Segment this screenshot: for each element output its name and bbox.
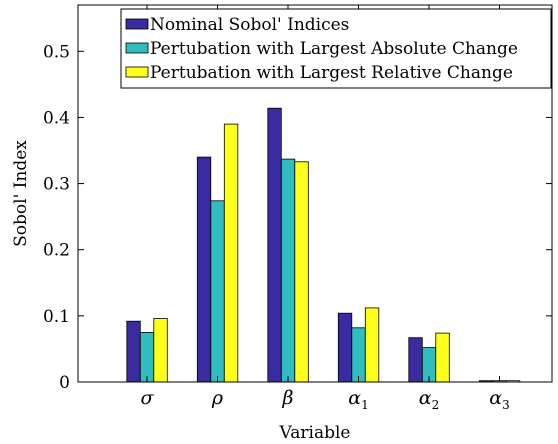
- y-tick-label: 0.5: [43, 42, 70, 62]
- x-tick-label: β: [282, 387, 294, 409]
- bar-1-4: [337, 312, 353, 383]
- bar-2-1: [139, 331, 155, 383]
- x-tick-label: α2: [419, 387, 439, 412]
- ticks-group: 0 0.1 0.2 0.3 0.4 0.5: [43, 5, 552, 393]
- x-tick-label: α3: [489, 387, 509, 412]
- bars-group: [126, 107, 521, 383]
- legend-label: Nominal Sobol' Indices: [150, 15, 349, 35]
- y-tick-label: 0.1: [43, 307, 70, 327]
- bar-1-5: [408, 337, 423, 383]
- legend-label: Pertubation with Largest Relative Change: [150, 63, 513, 83]
- bar-1-3: [267, 107, 282, 383]
- bar-3-3: [294, 161, 309, 383]
- legend-swatch: [125, 42, 149, 54]
- category-labels: σ ρ β α1 α2 α3: [141, 387, 510, 412]
- y-tick-label: 0.3: [43, 175, 70, 195]
- axes-box: [77, 4, 553, 383]
- bar-1-2: [196, 156, 212, 383]
- legend: Nominal Sobol' Indices Pertubation with L…: [120, 8, 552, 89]
- bar-1-1: [126, 320, 141, 383]
- bar-3-1: [153, 318, 168, 383]
- legend-swatch: [125, 18, 149, 30]
- bar-3-5: [435, 332, 450, 383]
- legend-label: Pertubation with Largest Absolute Change: [150, 39, 518, 59]
- legend-box: [120, 8, 552, 89]
- x-tick-label: ρ: [211, 387, 224, 409]
- y-tick-label: 0: [59, 373, 70, 393]
- bar-2-4: [351, 327, 366, 383]
- x-tick-label: α1: [348, 387, 368, 412]
- legend-swatch: [125, 66, 149, 78]
- y-tick-label: 0.4: [43, 108, 70, 128]
- y-tick-label: 0.2: [43, 241, 70, 261]
- x-axis-label: Variable: [279, 423, 351, 443]
- bar-2-2: [210, 200, 225, 383]
- y-axis-label: Sobol' Index: [11, 140, 31, 247]
- bar-3-4: [364, 307, 380, 383]
- x-tick-label: σ: [141, 387, 155, 409]
- bar-3-2: [223, 123, 239, 383]
- bar-2-3: [280, 158, 296, 383]
